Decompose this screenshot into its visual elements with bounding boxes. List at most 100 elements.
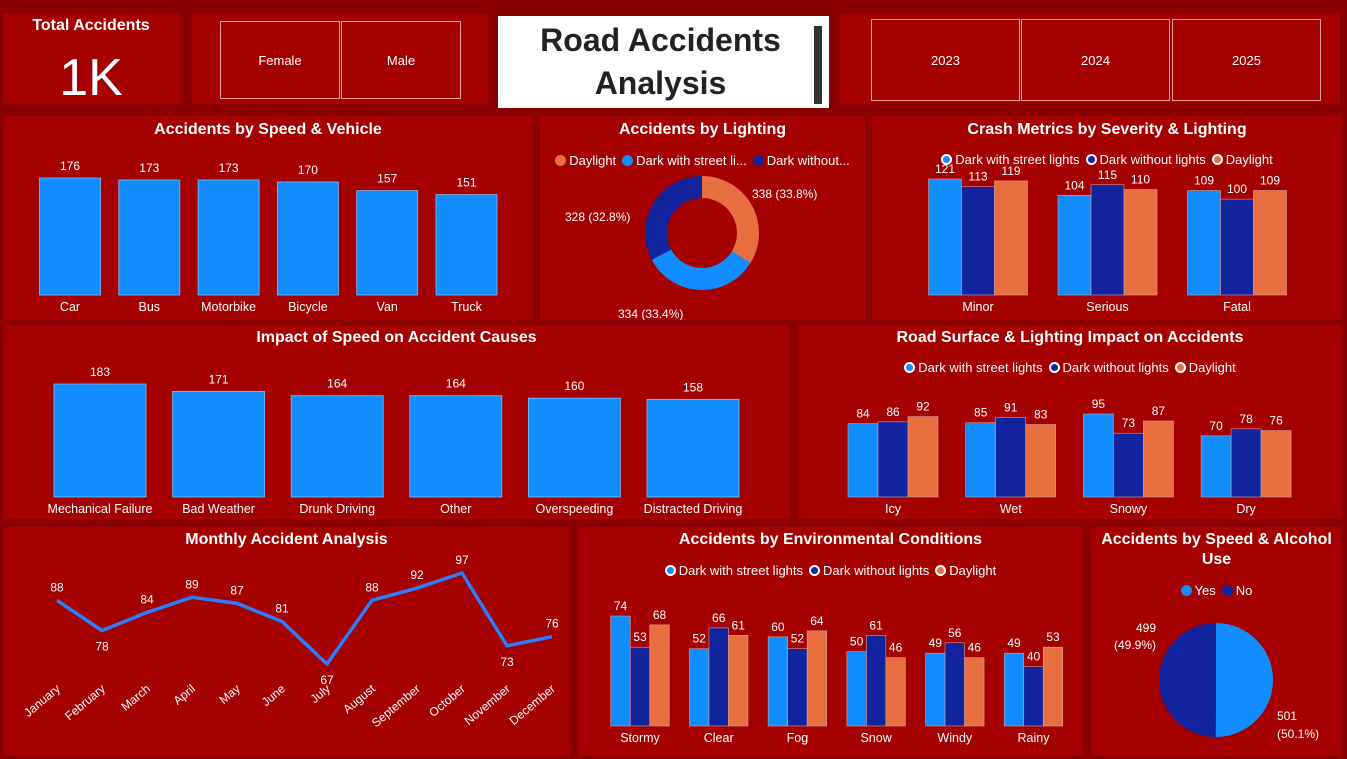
bar[interactable] bbox=[1187, 190, 1221, 296]
bar[interactable] bbox=[276, 181, 339, 296]
bar[interactable] bbox=[39, 177, 101, 296]
bar[interactable] bbox=[877, 421, 909, 498]
bar[interactable] bbox=[646, 399, 740, 498]
bar[interactable] bbox=[1260, 430, 1292, 498]
legend-without[interactable]: Dark without lights bbox=[1085, 152, 1206, 167]
bar[interactable] bbox=[964, 657, 985, 727]
category-label: Overspeeding bbox=[535, 502, 613, 516]
data-label: 88 bbox=[50, 580, 64, 594]
gender-female-button[interactable]: Female bbox=[220, 21, 340, 99]
bar[interactable] bbox=[1003, 652, 1025, 727]
data-label: 73 bbox=[1122, 416, 1136, 430]
legend-street[interactable]: Dark with street li... bbox=[622, 153, 747, 168]
bar[interactable] bbox=[885, 657, 906, 727]
year-2024-button[interactable]: 2024 bbox=[1021, 19, 1170, 101]
bar[interactable] bbox=[1042, 646, 1064, 727]
bar[interactable] bbox=[290, 395, 384, 498]
bar[interactable] bbox=[629, 646, 651, 727]
data-label: 85 bbox=[974, 406, 988, 420]
legend-without[interactable]: Dark without... bbox=[752, 153, 850, 168]
bar[interactable] bbox=[1090, 184, 1125, 296]
bar[interactable] bbox=[689, 648, 710, 727]
bar[interactable] bbox=[356, 190, 419, 296]
bar[interactable] bbox=[118, 179, 181, 296]
without-dot-icon bbox=[1048, 362, 1060, 373]
bar[interactable] bbox=[994, 180, 1028, 296]
pie-slice-yes[interactable] bbox=[1215, 623, 1274, 737]
without-dot-icon bbox=[809, 565, 821, 576]
legend-without[interactable]: Dark without lights bbox=[1048, 360, 1169, 375]
bar[interactable] bbox=[961, 186, 995, 296]
bar[interactable] bbox=[965, 422, 996, 498]
legend-street[interactable]: Dark with street lights bbox=[941, 152, 1080, 167]
bar[interactable] bbox=[767, 636, 788, 727]
legend-no[interactable]: No bbox=[1221, 583, 1252, 598]
bar[interactable] bbox=[1143, 420, 1174, 498]
bar[interactable] bbox=[928, 178, 962, 296]
bar[interactable] bbox=[787, 648, 808, 727]
severity-legend: Dark with street lights Dark without lig… bbox=[872, 152, 1342, 167]
year-2025-button[interactable]: 2025 bbox=[1172, 19, 1321, 101]
bar[interactable] bbox=[172, 391, 266, 498]
bar[interactable] bbox=[1123, 189, 1158, 296]
category-label: Distracted Driving bbox=[644, 502, 743, 516]
donut-slice[interactable] bbox=[645, 176, 702, 260]
bar[interactable] bbox=[944, 642, 965, 727]
bar[interactable] bbox=[925, 652, 946, 727]
no-dot-icon bbox=[1221, 585, 1233, 596]
legend-without[interactable]: Dark without lights bbox=[809, 563, 929, 578]
bar[interactable] bbox=[649, 624, 670, 727]
legend-street[interactable]: Dark with street lights bbox=[664, 563, 803, 578]
bar[interactable] bbox=[846, 651, 867, 727]
bar[interactable] bbox=[1025, 424, 1056, 498]
bar[interactable] bbox=[1023, 666, 1044, 727]
legend-daylight[interactable]: Daylight bbox=[1174, 360, 1236, 375]
bar[interactable] bbox=[409, 395, 503, 498]
bar[interactable] bbox=[53, 383, 147, 498]
data-label: 67 bbox=[320, 673, 334, 687]
data-label: 173 bbox=[219, 161, 239, 175]
environment-legend: Dark with street lights Dark without lig… bbox=[578, 563, 1083, 578]
bar[interactable] bbox=[1200, 435, 1232, 498]
donut-slice[interactable] bbox=[702, 176, 759, 263]
bar[interactable] bbox=[435, 194, 498, 296]
daylight-dot-icon bbox=[1211, 154, 1223, 165]
category-label: Bus bbox=[139, 300, 161, 314]
bar[interactable] bbox=[907, 416, 939, 498]
bar[interactable] bbox=[528, 397, 621, 498]
legend-daylight[interactable]: Daylight bbox=[935, 563, 996, 578]
data-label: 158 bbox=[683, 380, 703, 394]
bar[interactable] bbox=[610, 615, 631, 727]
bar[interactable] bbox=[995, 417, 1026, 498]
data-label: 104 bbox=[1064, 178, 1084, 192]
bar[interactable] bbox=[1230, 428, 1262, 498]
bar[interactable] bbox=[1253, 190, 1287, 296]
month-label: September bbox=[369, 682, 423, 730]
data-label: 46 bbox=[889, 641, 903, 655]
pie-slice-no[interactable] bbox=[1159, 623, 1216, 737]
causes-panel: Impact of Speed on Accident Causes 183 Me… bbox=[3, 325, 790, 519]
bar[interactable] bbox=[847, 423, 879, 498]
bar[interactable] bbox=[1113, 432, 1144, 498]
legend-daylight[interactable]: Daylight bbox=[555, 153, 616, 168]
bar[interactable] bbox=[708, 627, 729, 727]
bar[interactable] bbox=[728, 635, 749, 727]
gender-male-button[interactable]: Male bbox=[341, 21, 461, 99]
bar[interactable] bbox=[806, 630, 827, 727]
legend-yes[interactable]: Yes bbox=[1180, 583, 1216, 598]
data-label: 164 bbox=[446, 377, 466, 391]
legend-street[interactable]: Dark with street lights bbox=[904, 360, 1043, 375]
bar[interactable] bbox=[866, 635, 887, 727]
donut-slice[interactable] bbox=[651, 249, 751, 290]
bar[interactable] bbox=[197, 179, 260, 296]
bar[interactable] bbox=[1057, 194, 1092, 296]
alcohol-title-line2: Use bbox=[1201, 551, 1232, 568]
bar[interactable] bbox=[1220, 198, 1254, 296]
data-label: 97 bbox=[455, 553, 469, 567]
legend-daylight[interactable]: Daylight bbox=[1211, 152, 1273, 167]
causes-chart: 183 Mechanical Failure 171 Bad Weather 164 Dr… bbox=[48, 365, 743, 516]
title-accent-bar bbox=[814, 26, 822, 104]
year-2023-button[interactable]: 2023 bbox=[871, 19, 1020, 101]
bar[interactable] bbox=[1083, 413, 1114, 498]
data-label: 53 bbox=[633, 630, 647, 644]
